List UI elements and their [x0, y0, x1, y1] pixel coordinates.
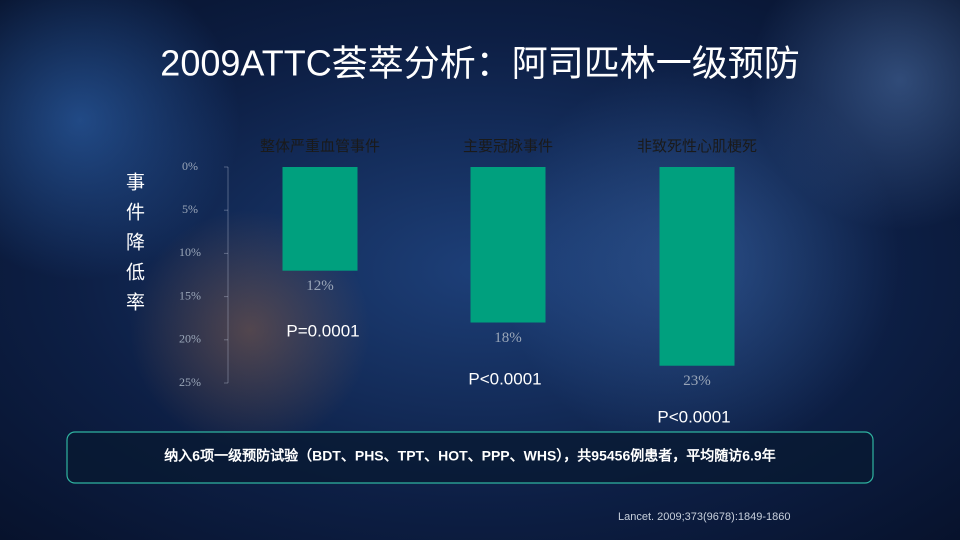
value-label: 23%: [683, 373, 711, 389]
category-label: 非致死性心肌梗死: [637, 138, 757, 155]
value-label: 12%: [306, 278, 334, 294]
y-tick-label: 5%: [182, 202, 198, 216]
chart-title: 2009ATTC荟萃分析：阿司匹林一级预防: [160, 43, 799, 84]
y-tick-label: 15%: [179, 288, 201, 302]
bar: [282, 167, 358, 271]
value-label: 18%: [494, 330, 522, 346]
p-value: P<0.0001: [468, 369, 541, 388]
bar: [659, 167, 735, 366]
y-tick-label: 0%: [182, 159, 198, 173]
p-value: P=0.0001: [286, 321, 359, 340]
y-tick-label: 10%: [179, 245, 201, 259]
p-value: P<0.0001: [657, 407, 730, 426]
note-box: [66, 431, 874, 484]
y-axis-label: 事件降低率: [123, 172, 144, 322]
category-label: 主要冠脉事件: [463, 138, 553, 155]
note: 纳入6项一级预防试验（BDT、PHS、TPT、HOT、PPP、WHS），共954…: [164, 448, 775, 464]
y-tick-label: 20%: [179, 332, 201, 346]
y-tick-label: 25%: [179, 375, 201, 389]
source: Lancet. 2009;373(9678):1849-1860: [618, 511, 790, 523]
bar: [470, 167, 546, 323]
category-label: 整体严重血管事件: [260, 138, 380, 155]
